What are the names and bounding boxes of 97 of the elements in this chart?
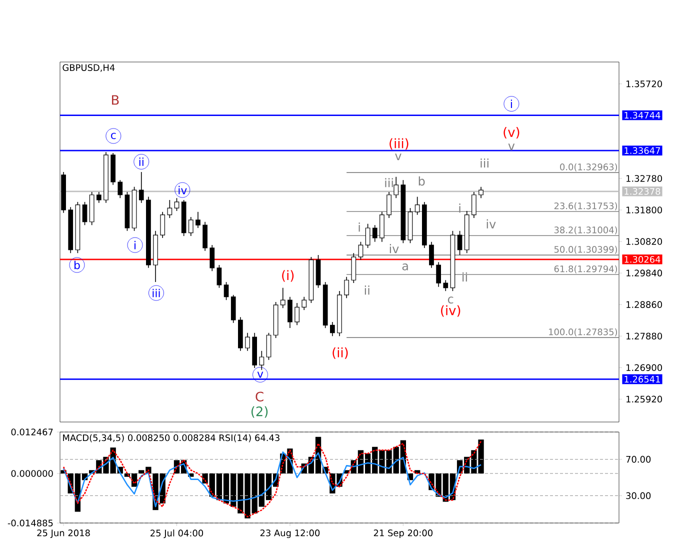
candlestick — [358, 241, 364, 260]
annotation: v — [395, 154, 402, 160]
y-tick-label: 1.29840 — [626, 270, 662, 276]
candlestick — [174, 198, 180, 212]
candlestick — [330, 322, 335, 336]
annotation: ii — [139, 158, 144, 166]
x-tick-label: 25 Jun 2018 — [37, 530, 90, 538]
candlestick — [380, 212, 384, 242]
ref-line-label: 61.8(1.29794) — [554, 265, 618, 274]
candlestick — [457, 230, 462, 256]
annotation: (ii) — [332, 347, 348, 359]
candlestick — [372, 224, 378, 242]
candlestick — [118, 180, 123, 198]
candlestick — [429, 241, 434, 268]
candlestick — [210, 244, 215, 272]
candlestick — [394, 176, 399, 198]
annotation: v — [508, 144, 515, 150]
annotation: ii — [462, 272, 467, 282]
candlestick — [160, 212, 166, 238]
annotation: b — [418, 176, 425, 186]
candlestick — [472, 192, 476, 218]
annotation: i — [459, 204, 460, 213]
candlestick — [294, 302, 300, 326]
candlestick — [302, 296, 307, 310]
annotation: (iii) — [390, 138, 408, 150]
annotation: C — [256, 392, 264, 402]
y-tick-label: 1.28860 — [626, 301, 662, 308]
annotation: (i) — [282, 270, 294, 282]
candlestick — [230, 294, 236, 324]
candlestick — [288, 296, 292, 328]
annotation: iii — [385, 178, 393, 188]
ref-line-label: 100.0(1.27835) — [549, 328, 618, 336]
candlestick — [436, 262, 441, 288]
candlestick — [224, 282, 229, 300]
candlestick — [478, 186, 484, 198]
ref-line-label: 1.26541 — [624, 376, 660, 383]
annotation: (iv) — [441, 305, 460, 317]
candlestick — [167, 200, 172, 218]
ref-line-label: 1.30264 — [624, 256, 660, 263]
ref-line-label: 1.32378 — [624, 188, 660, 195]
y-tick-label: -0.014885 — [8, 520, 53, 526]
candlestick — [96, 192, 102, 204]
x-tick-label: 21 Sep 20:00 — [374, 530, 432, 538]
candlestick — [365, 223, 370, 248]
y2-tick-label: 30.00 — [626, 492, 651, 500]
candlestick — [386, 192, 392, 218]
chart-title: GBPUSD,H4 — [62, 64, 115, 72]
candlestick — [266, 332, 272, 360]
annotation: iv — [486, 219, 496, 228]
candlestick — [188, 216, 194, 236]
candlestick — [216, 264, 222, 288]
y-tick-label: 1.31800 — [626, 206, 662, 214]
annotation: iii — [152, 288, 160, 298]
annotation: iv — [390, 244, 399, 254]
y-tick-label: 1.26900 — [626, 364, 662, 372]
annotation: i — [134, 240, 136, 250]
candlestick — [245, 332, 250, 352]
y-tick-label: 1.30820 — [626, 238, 662, 245]
ref-line-label: 0.0(1.32963) — [560, 163, 618, 172]
ref-line-label: 23.6(1.31753) — [554, 202, 618, 210]
annotation: ii — [364, 286, 370, 295]
y-tick-label: 1.25920 — [626, 396, 662, 403]
annotation: b — [74, 260, 80, 270]
candlestick — [82, 202, 88, 226]
ref-line-label: 1.34744 — [624, 112, 660, 119]
annotation: c — [111, 132, 116, 140]
ref-line-label: 50.0(1.30399) — [554, 246, 618, 254]
y2-tick-label: 70.00 — [626, 456, 651, 463]
y-tick-label: 1.32780 — [626, 175, 662, 182]
ref-line-label: 38.2(1.31004) — [554, 226, 618, 234]
y-tick-label: 1.35720 — [626, 80, 662, 88]
y-tick-label: 0.000000 — [11, 470, 53, 477]
ref-line-label: 1.33647 — [624, 147, 660, 154]
y-tick-label: 1.27880 — [626, 332, 662, 340]
annotation: B — [112, 95, 119, 105]
annotation: i — [510, 100, 512, 108]
annotation: iii — [480, 158, 488, 168]
y-tick-label: 0.012467 — [11, 428, 53, 436]
x-tick-label: 25 Jul 04:00 — [150, 530, 204, 538]
annotation: i — [358, 222, 360, 232]
annotation: a — [402, 264, 408, 270]
x-tick-label: 23 Aug 12:00 — [260, 530, 320, 538]
candlestick — [443, 280, 448, 292]
annotation: (v) — [504, 127, 520, 139]
chart-title: MACD(5,34,5) 0.008250 0.008284 RSI(14) 64.43 — [63, 434, 280, 442]
candlestick — [414, 196, 420, 216]
annotation: c — [448, 296, 454, 304]
candlestick — [202, 221, 208, 252]
candlestick — [196, 212, 200, 228]
annotation: (2) — [251, 406, 268, 418]
candlestick — [351, 252, 356, 284]
candlestick — [280, 287, 286, 309]
annotation: v — [257, 372, 264, 378]
candlestick — [344, 276, 349, 299]
candlestick — [138, 172, 144, 204]
annotation: iv — [178, 186, 187, 194]
candlestick — [259, 350, 264, 370]
